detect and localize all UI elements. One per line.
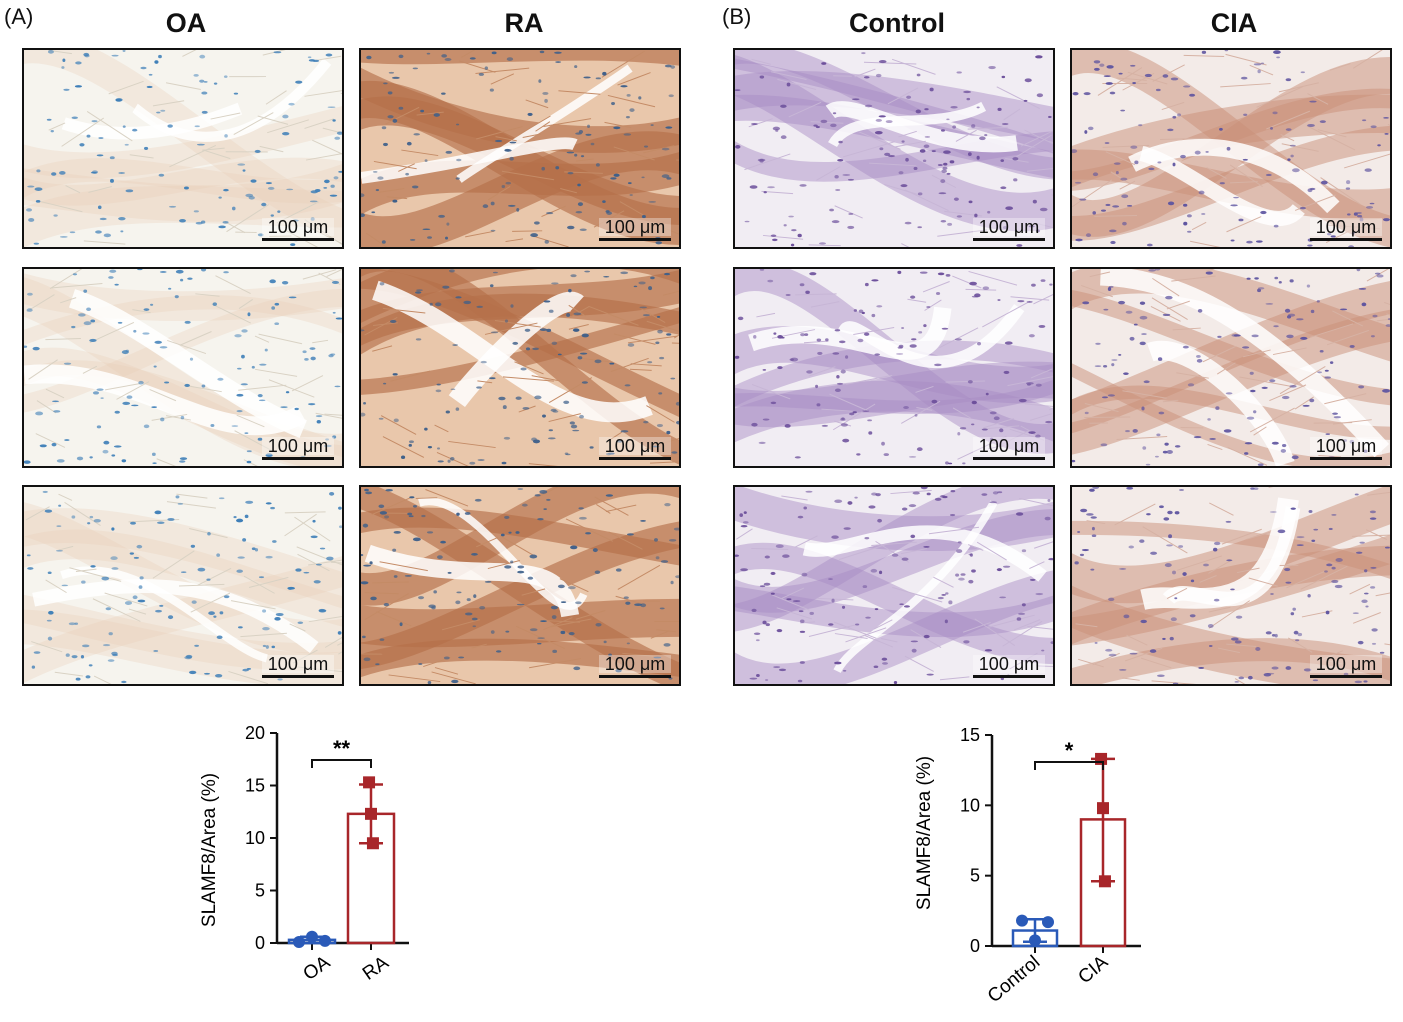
column-title-ra: RA	[504, 8, 544, 38]
data-point-control	[1029, 934, 1041, 947]
scale-bar-line	[973, 457, 1045, 460]
data-point-cia	[1095, 752, 1108, 765]
bar-chart-oa-ra: SLAMF8/Area (%) 0 5 10 15 20 OA RA **	[199, 723, 409, 985]
scale-bar-label: 100 μm	[262, 437, 334, 455]
scale-bar-label: 100 μm	[599, 437, 671, 455]
column-title-control: Control	[849, 8, 945, 38]
scale-bar-label: 100 μm	[1310, 437, 1382, 455]
micrograph-cia-3: 100 μm	[1070, 485, 1392, 686]
scale-bar-line	[1310, 457, 1382, 460]
scale-bar: 100 μm	[599, 655, 671, 678]
column-title-oa: OA	[165, 8, 207, 38]
micrograph-oa-3: 100 μm	[22, 485, 344, 686]
scale-bar: 100 μm	[1310, 655, 1382, 678]
x-tick-label-control: Control	[984, 952, 1044, 1007]
significance-bracket	[1034, 761, 1104, 770]
y-tick-label: 20	[245, 723, 265, 743]
micrograph-cia-2: 100 μm	[1070, 267, 1392, 468]
scale-bar: 100 μm	[262, 218, 334, 241]
data-point-oa	[319, 934, 331, 947]
scale-bar: 100 μm	[599, 218, 671, 241]
scale-bar: 100 μm	[262, 437, 334, 460]
micrograph-control-1: 100 μm	[733, 48, 1055, 249]
column-title-cia: CIA	[1210, 8, 1258, 38]
scale-bar-label: 100 μm	[599, 655, 671, 673]
scale-bar-line	[1310, 675, 1382, 678]
y-tick-label: 0	[970, 936, 980, 956]
micrograph-ra-1: 100 μm	[359, 48, 681, 249]
scale-bar-line	[262, 238, 334, 241]
micrograph-control-2: 100 μm	[733, 267, 1055, 468]
significance-marker: *	[1065, 738, 1074, 763]
scale-bar: 100 μm	[1310, 218, 1382, 241]
y-tick-label: 15	[245, 776, 265, 796]
scale-bar-label: 100 μm	[973, 218, 1045, 236]
scale-bar-label: 100 μm	[973, 655, 1045, 673]
data-point-cia	[1098, 875, 1111, 888]
data-point-ra	[366, 837, 379, 850]
scale-bar-line	[599, 238, 671, 241]
y-tick-label: 10	[960, 795, 980, 815]
significance-bracket	[311, 759, 372, 768]
scale-bar-label: 100 μm	[262, 655, 334, 673]
scale-bar-label: 100 μm	[1310, 218, 1382, 236]
data-point-control	[1042, 916, 1054, 929]
y-tick-label: 10	[245, 828, 265, 848]
micrograph-ra-2: 100 μm	[359, 267, 681, 468]
data-point-ra	[365, 807, 377, 820]
scale-bar-label: 100 μm	[973, 437, 1045, 455]
scale-bar-line	[262, 457, 334, 460]
scale-bar: 100 μm	[262, 655, 334, 678]
y-axis-label: SLAMF8/Area (%)	[199, 773, 220, 927]
panel-a-label: (A)	[4, 4, 34, 29]
x-tick-label-oa: OA	[300, 952, 335, 985]
data-point-oa	[293, 935, 305, 948]
scale-bar-label: 100 μm	[1310, 655, 1382, 673]
scale-bar-line	[1310, 238, 1382, 241]
x-tick-label-cia: CIA	[1074, 952, 1112, 989]
data-point-control	[1016, 914, 1028, 927]
micrograph-control-3: 100 μm	[733, 485, 1055, 686]
data-point-cia	[1097, 802, 1109, 815]
micrograph-oa-1: 100 μm	[22, 48, 344, 249]
panel-b-label: (B)	[722, 4, 752, 29]
y-axis-label: SLAMF8/Area (%)	[914, 756, 935, 910]
data-point-oa	[306, 930, 318, 943]
y-tick-label: 15	[960, 725, 980, 745]
significance-marker: **	[333, 736, 351, 761]
x-tick-label-ra: RA	[359, 952, 393, 985]
scale-bar-label: 100 μm	[262, 218, 334, 236]
scale-bar: 100 μm	[1310, 437, 1382, 460]
bar-chart-control-cia: SLAMF8/Area (%) 0 5 10 15 Control CIA *	[914, 725, 1141, 1007]
micrograph-cia-1: 100 μm	[1070, 48, 1392, 249]
scale-bar: 100 μm	[599, 437, 671, 460]
scale-bar-line	[973, 675, 1045, 678]
micrograph-oa-2: 100 μm	[22, 267, 344, 468]
scale-bar-line	[599, 675, 671, 678]
scale-bar-line	[973, 238, 1045, 241]
scale-bar: 100 μm	[973, 437, 1045, 460]
y-tick-label: 5	[970, 866, 980, 886]
y-tick-label: 5	[255, 881, 265, 901]
scale-bar: 100 μm	[973, 655, 1045, 678]
micrograph-ra-3: 100 μm	[359, 485, 681, 686]
scale-bar-label: 100 μm	[599, 218, 671, 236]
scale-bar: 100 μm	[973, 218, 1045, 241]
scale-bar-line	[599, 457, 671, 460]
y-tick-label: 0	[255, 933, 265, 953]
scale-bar-line	[262, 675, 334, 678]
data-point-ra	[363, 776, 376, 789]
